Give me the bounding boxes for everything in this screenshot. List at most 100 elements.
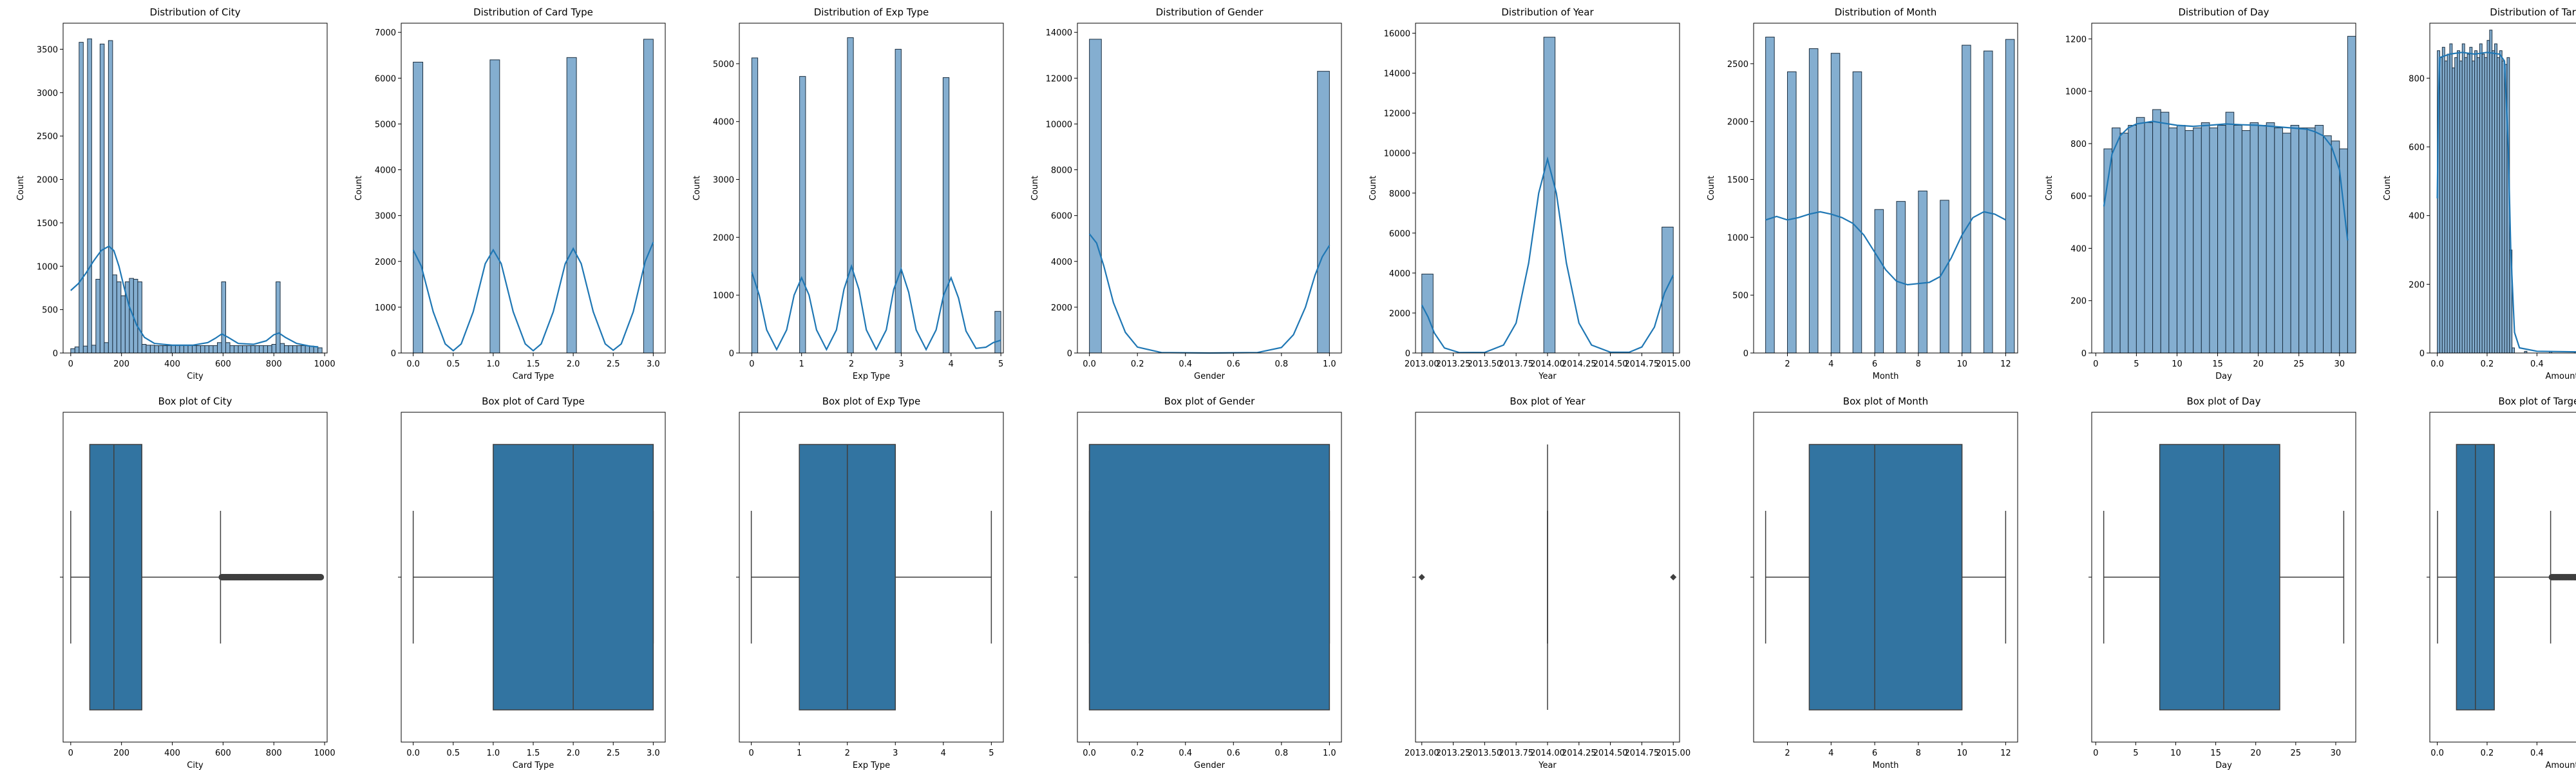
x-tick-label: 12 xyxy=(2000,359,2011,369)
histogram-bar xyxy=(2496,57,2500,354)
x-axis-label: City xyxy=(187,761,204,770)
x-tick-label: 4 xyxy=(941,749,946,758)
x-tick-label: 0.0 xyxy=(2430,359,2444,369)
kde-line xyxy=(751,263,1001,352)
histogram-bar xyxy=(200,345,205,354)
y-tick-label: 800 xyxy=(2070,140,2087,149)
histogram-bar xyxy=(2459,61,2463,354)
y-tick-label: 16000 xyxy=(1384,30,1410,39)
histogram-bar xyxy=(2306,128,2316,354)
x-tick-label: 0.0 xyxy=(1083,749,1096,758)
y-axis-label: Count xyxy=(1030,176,1040,201)
chart-title: Distribution of Card Type xyxy=(473,6,593,18)
y-tick-label: 1000 xyxy=(713,291,734,301)
histogram-bar xyxy=(284,345,289,354)
x-tick-label: 30 xyxy=(2334,359,2345,369)
x-tick-label: 5 xyxy=(2134,359,2139,369)
y-tick-label: 3000 xyxy=(713,176,734,186)
y-tick-label: 5000 xyxy=(375,120,396,129)
x-axis-label: Month xyxy=(1873,372,1899,381)
y-tick-label: 8000 xyxy=(1389,189,1410,199)
y-axis-label: Count xyxy=(1707,176,1716,201)
panel-1: Distribution of Card Type 0 1000 2000 3000 40… xyxy=(354,6,666,381)
histogram-bar xyxy=(191,345,197,354)
histogram-bar xyxy=(2144,122,2154,354)
y-axis-label: Count xyxy=(16,176,26,201)
histogram-bar xyxy=(267,345,272,354)
y-tick-label: 5000 xyxy=(713,60,734,70)
y-tick-label: 0 xyxy=(2081,349,2087,359)
chart-title: Distribution of Year xyxy=(1501,6,1594,18)
panel-10: Box plot of Exp Type 0 1 2 3 4 5 Exp Type xyxy=(736,396,1004,770)
histogram-bar xyxy=(259,345,264,354)
histogram-bar xyxy=(1983,50,1993,354)
x-tick-label: 20 xyxy=(2253,359,2264,369)
chart-title: Box plot of City xyxy=(158,396,232,407)
panel-4: Distribution of Year 0 2000 4000 6000 8000 100… xyxy=(1368,6,1690,381)
histogram-bar xyxy=(1662,227,1674,354)
x-tick-label: 2.5 xyxy=(607,359,620,369)
x-axis-label: Exp Type xyxy=(853,372,890,381)
x-tick-label: 2.0 xyxy=(567,749,580,758)
histogram-bar xyxy=(2464,57,2468,354)
chart-title: Distribution of Month xyxy=(1835,6,1937,18)
x-tick-label: 15 xyxy=(2212,359,2223,369)
y-axis-label: Count xyxy=(2383,176,2392,201)
panel-0: Distribution of City05001000150020002500… xyxy=(16,6,336,381)
axes-frame xyxy=(739,23,1004,354)
histogram-bar xyxy=(149,345,155,354)
histogram-bar xyxy=(137,282,142,354)
histogram-bar xyxy=(2467,53,2470,354)
histogram-bar xyxy=(263,345,269,354)
kde-line xyxy=(70,245,319,348)
y-tick-label: 2000 xyxy=(1389,309,1410,319)
x-tick-label: 0.4 xyxy=(2530,749,2544,758)
y-tick-label: 1000 xyxy=(1727,233,1748,243)
panel-5: Distribution of Month 0 500 1000 1500 2000 250… xyxy=(1707,6,2018,381)
x-tick-label: 0.2 xyxy=(2481,749,2494,758)
y-tick-label: 0 xyxy=(53,349,58,359)
kde-line xyxy=(1421,156,1674,354)
histogram-bar xyxy=(1940,200,1949,354)
x-tick-label: 0.8 xyxy=(1274,359,1288,369)
histogram-bar xyxy=(2444,61,2448,354)
histogram-bar xyxy=(847,37,854,354)
histogram-bar xyxy=(1089,39,1102,354)
x-tick-label: 1 xyxy=(797,749,802,758)
histogram-bar xyxy=(2452,67,2456,354)
y-tick-label: 200 xyxy=(2409,280,2425,290)
y-tick-label: 0 xyxy=(1405,349,1410,359)
histogram-bar xyxy=(271,344,277,354)
x-tick-label: 0.5 xyxy=(446,749,460,758)
y-tick-label: 4000 xyxy=(713,118,734,128)
x-tick-label: 2.0 xyxy=(567,359,580,369)
histogram-bar xyxy=(2331,140,2340,354)
histogram-bar xyxy=(2484,57,2488,354)
y-tick-label: 0 xyxy=(1743,349,1748,359)
histogram-bar xyxy=(79,42,84,354)
histogram-bar xyxy=(2176,124,2186,354)
x-tick-label: 0.2 xyxy=(2481,359,2494,369)
histogram-bar xyxy=(2201,122,2210,354)
axes-frame xyxy=(62,23,328,354)
histogram-bar xyxy=(2005,39,2015,354)
x-tick-label: 20 xyxy=(2250,749,2261,758)
chart-title: Box plot of Day xyxy=(2186,396,2260,407)
histogram-bar xyxy=(2323,135,2332,354)
x-tick-label: 2013.75 xyxy=(1499,359,1533,369)
x-tick-label: 10 xyxy=(1956,359,1967,369)
x-tick-label: 1 xyxy=(799,359,804,369)
x-tick-label: 3.0 xyxy=(647,749,660,758)
x-tick-label: 5 xyxy=(989,749,994,758)
x-tick-label: 0.0 xyxy=(2430,749,2444,758)
x-tick-label: 0.0 xyxy=(406,359,420,369)
histogram-bar xyxy=(187,345,193,354)
histogram-bar xyxy=(1543,37,1556,354)
y-tick-label: 1200 xyxy=(2065,35,2087,44)
histogram-bar xyxy=(179,345,184,354)
x-tick-label: 3 xyxy=(898,359,904,369)
histogram-bar xyxy=(1852,71,1862,354)
x-tick-label: 800 xyxy=(266,749,282,758)
panel-7: Distribution of Target Variable 0 200 400 60… xyxy=(2383,6,2576,381)
histogram-bar xyxy=(2474,50,2477,354)
